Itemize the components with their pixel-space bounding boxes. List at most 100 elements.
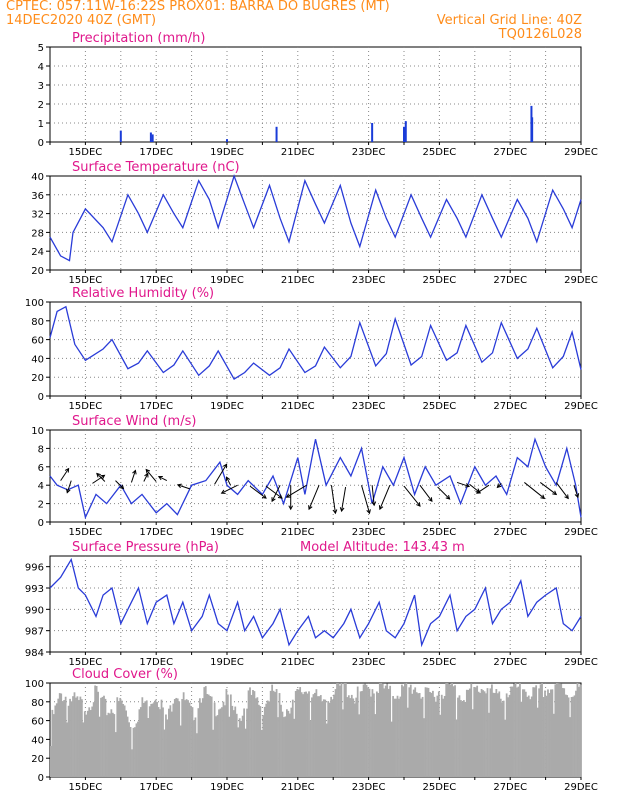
cloud-bar xyxy=(505,693,508,777)
precip-ytick-label: 4 xyxy=(38,62,44,73)
wind-arrow xyxy=(555,482,569,499)
cloud-bar xyxy=(402,686,405,777)
cloud-bar xyxy=(256,697,259,777)
cloud-bar xyxy=(207,694,210,777)
cloud-bar xyxy=(306,693,309,777)
cloud-ytick-label: 40 xyxy=(31,735,44,746)
precip-xtick-label: 17DEC xyxy=(139,147,173,158)
pressure-panel: Surface Pressure (hPa) Model Altitude: 14… xyxy=(25,540,598,668)
cloud-bar xyxy=(76,696,79,777)
cloud-bar xyxy=(78,700,80,777)
cloud-bar xyxy=(386,683,389,777)
cloud-bar xyxy=(311,697,313,777)
wind-ytick-label: 6 xyxy=(38,463,44,474)
precip-ytick-label: 3 xyxy=(38,81,44,92)
cloud-bar xyxy=(159,709,161,777)
cloud-bar xyxy=(371,689,374,777)
temp-xtick-label: 27DEC xyxy=(493,275,527,286)
cloud-bar xyxy=(415,692,418,777)
temp-xtick-label: 25DEC xyxy=(423,275,457,286)
wind-arrow-head xyxy=(157,475,163,481)
cloud-bar xyxy=(470,683,473,777)
cloud-bar xyxy=(182,692,185,777)
cloud-bar xyxy=(381,683,384,777)
cloud-bar xyxy=(501,702,504,777)
cloud-bar xyxy=(234,706,237,777)
cloud-bar xyxy=(299,687,302,777)
cloud-ytick-label: 100 xyxy=(25,679,44,690)
wind-ytick-label: 8 xyxy=(38,444,44,455)
cloud-bar xyxy=(209,696,212,777)
wind-xtick-label: 23DEC xyxy=(352,527,386,538)
cloud-bar xyxy=(445,683,448,777)
humidity-xtick-label: 23DEC xyxy=(352,401,386,412)
cloud-bar xyxy=(271,684,274,777)
cloud-bar xyxy=(532,687,535,777)
cloud-bar xyxy=(508,694,511,777)
cloud-bar xyxy=(165,714,167,777)
pressure-xtick-label: 17DEC xyxy=(139,657,173,668)
wind-arrow-head xyxy=(552,490,558,496)
cloud-bar xyxy=(334,689,337,777)
cloud-bar xyxy=(314,692,316,777)
wind-arrow-head xyxy=(378,505,384,511)
cloud-bar xyxy=(204,686,207,777)
cloud-bar xyxy=(92,702,95,777)
cloud-bar xyxy=(457,697,459,777)
cloud-bar xyxy=(89,710,92,777)
pressure-xtick-label: 19DEC xyxy=(210,657,244,668)
temp-ytick-label: 24 xyxy=(31,247,44,258)
cloud-bar xyxy=(467,689,470,777)
temp-title: Surface Temperature (nC) xyxy=(72,160,240,175)
cloud-bar xyxy=(514,683,517,777)
cloud-bar xyxy=(151,703,154,777)
temp-series-line xyxy=(49,173,582,262)
cloud-ytick-label: 80 xyxy=(31,698,44,709)
cloud-bar xyxy=(312,694,315,777)
wind-title: Surface Wind (m/s) xyxy=(72,414,196,429)
cloud-bar xyxy=(471,709,474,777)
wind-xtick-label: 27DEC xyxy=(493,527,527,538)
cloud-bar xyxy=(64,696,67,777)
cloud-bar xyxy=(460,700,462,777)
precip-xtick-label: 15DEC xyxy=(69,147,103,158)
cloud-bar xyxy=(527,695,530,777)
precip-panel: Precipitation (mm/h) 0 1 2 3 4 5 15DEC 17DEC 19DE… xyxy=(38,31,598,158)
wind-arrow xyxy=(539,482,557,495)
wind-xtick-label: 19DEC xyxy=(210,527,244,538)
cloud-bar xyxy=(576,683,579,777)
cloud-bar xyxy=(309,720,312,777)
cloud-bar xyxy=(212,729,215,777)
cloud-bar xyxy=(489,688,492,777)
cloud-bar xyxy=(247,690,250,777)
cloud-bar xyxy=(134,727,136,777)
humidity-xtick-label: 29DEC xyxy=(564,401,598,412)
wind-arrow-head xyxy=(476,489,481,494)
cloud-bar xyxy=(263,706,266,777)
cloud-bar xyxy=(237,727,240,777)
cloud-bar xyxy=(51,709,54,777)
cloud-bar xyxy=(513,683,515,777)
temp-xtick-label: 21DEC xyxy=(281,275,315,286)
cloud-bar xyxy=(461,701,464,777)
cloud-xtick-label: 17DEC xyxy=(139,782,173,793)
temp-ytick-label: 32 xyxy=(31,210,44,221)
cloud-bar xyxy=(144,701,147,777)
cloud-bar xyxy=(303,691,306,777)
wind-arrow xyxy=(214,464,228,485)
cloud-bar xyxy=(352,698,355,777)
cloud-bar xyxy=(443,695,446,777)
temp-ytick-label: 28 xyxy=(31,228,44,239)
cloud-bar xyxy=(120,700,123,777)
cloud-bar xyxy=(176,698,179,777)
cloud-bar xyxy=(482,690,484,777)
cloud-bar xyxy=(142,702,145,777)
cloud-bar xyxy=(119,697,122,777)
temp-xtick-label: 15DEC xyxy=(69,275,103,286)
cloud-bar xyxy=(110,709,113,777)
wind-arrow-head xyxy=(574,493,580,499)
cloud-bar xyxy=(535,685,538,777)
cloud-bar xyxy=(362,684,365,777)
cloud-bar xyxy=(147,718,150,777)
cloud-bar xyxy=(296,689,299,777)
